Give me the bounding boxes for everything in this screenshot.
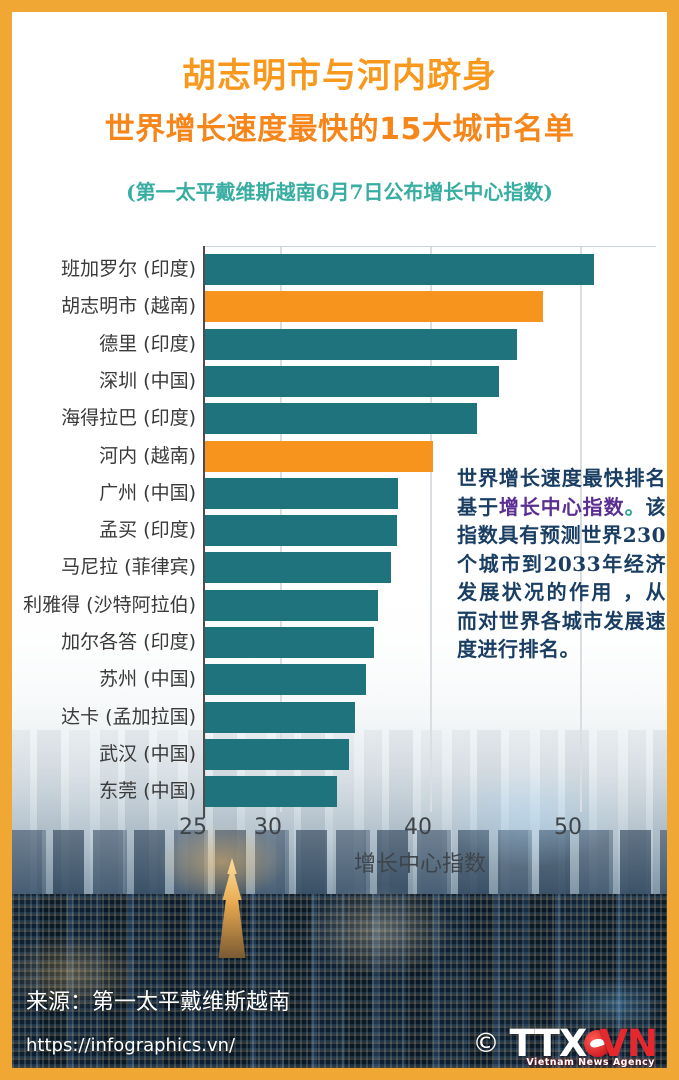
bar-label: 达卡 (孟加拉国) [61, 705, 196, 728]
annotation-text: 世界增长速度最快排名基于增长中心指数。该指数具有预测世界230个城市到2033年… [457, 464, 666, 664]
bar-normal [205, 776, 337, 808]
bar-label: 武汉 (中国) [99, 742, 196, 765]
gridline-40 [430, 247, 432, 812]
bar-normal [205, 738, 349, 770]
bar-label: 加尔各答 (印度) [61, 631, 196, 653]
logo-agency-subtext: Vietnam News Agency [526, 1057, 655, 1068]
bar-normal [205, 365, 499, 397]
bar-label: 班加罗尔 (印度) [61, 258, 196, 280]
bar-label: 德里 (印度) [99, 332, 196, 355]
x-tick-30: 30 [254, 815, 282, 840]
bar-label: 海得拉巴 (印度) [61, 407, 196, 430]
x-axis-label: 增长中心指数 [353, 852, 487, 877]
y-axis-line [203, 246, 205, 818]
source-text: 来源：第一太平戴维斯越南 [26, 990, 291, 1015]
bar-label: 孟买 (印度) [99, 519, 196, 542]
night-city-photo [12, 540, 667, 1068]
bar-label: 河内 (越南) [99, 444, 196, 467]
website-url: https://infographics.vn/ [26, 1035, 236, 1056]
bar-normal [205, 403, 477, 435]
bar-normal [205, 477, 398, 509]
x-tick-25: 25 [179, 815, 207, 840]
logo-vn-text: VN [599, 1022, 658, 1065]
bar-label: 马尼拉 (菲律宾) [61, 556, 196, 579]
bar-label: 胡志明市 (越南) [61, 295, 196, 318]
annotation-segment: 该指数具有预测世界230个城市到2033年经济发展状况的作用 ，从而对世界各城市… [457, 494, 667, 662]
copyright-icon: © [472, 1028, 500, 1059]
bar-highlight [205, 291, 543, 323]
bar-normal [205, 589, 378, 621]
bar-normal [205, 552, 391, 584]
bar-label: 苏州 (中国) [99, 668, 196, 691]
bar-normal [205, 627, 374, 658]
plot-top-border [204, 246, 656, 247]
x-tick-50: 50 [554, 815, 582, 840]
bar-normal [205, 328, 517, 360]
dove-emblem-icon [584, 1030, 612, 1057]
ttxvn-logo: © TTX VN [472, 1022, 658, 1065]
bar-normal [205, 254, 594, 285]
page-title-line2: 世界增长速度最快的15大城市名单 [104, 112, 575, 147]
gridline-50 [580, 247, 582, 812]
page-title-line1: 胡志明市与河内跻身 [182, 56, 497, 96]
logo-ttx-text: TTX [509, 1022, 588, 1065]
x-tick-40: 40 [404, 815, 432, 840]
bar-normal [205, 664, 366, 696]
annotation-segment: 。 [624, 494, 646, 519]
bar-normal [205, 515, 397, 547]
bar-label: 广州 (中国) [99, 481, 196, 504]
annotation-segment: 增长中心指数 [498, 494, 625, 519]
bar-label: 利雅得 (沙特阿拉伯) [23, 593, 196, 616]
bar-normal [205, 701, 355, 733]
annotation-segment: 世界增长速度最快排名基于 [457, 466, 666, 519]
bar-label: 深圳 (中国) [99, 369, 196, 392]
page-subtitle: (第一太平戴维斯越南6月7日公布增长中心指数) [126, 180, 553, 204]
bar-label: 东莞 (中国) [99, 780, 196, 803]
bar-highlight [205, 440, 433, 472]
